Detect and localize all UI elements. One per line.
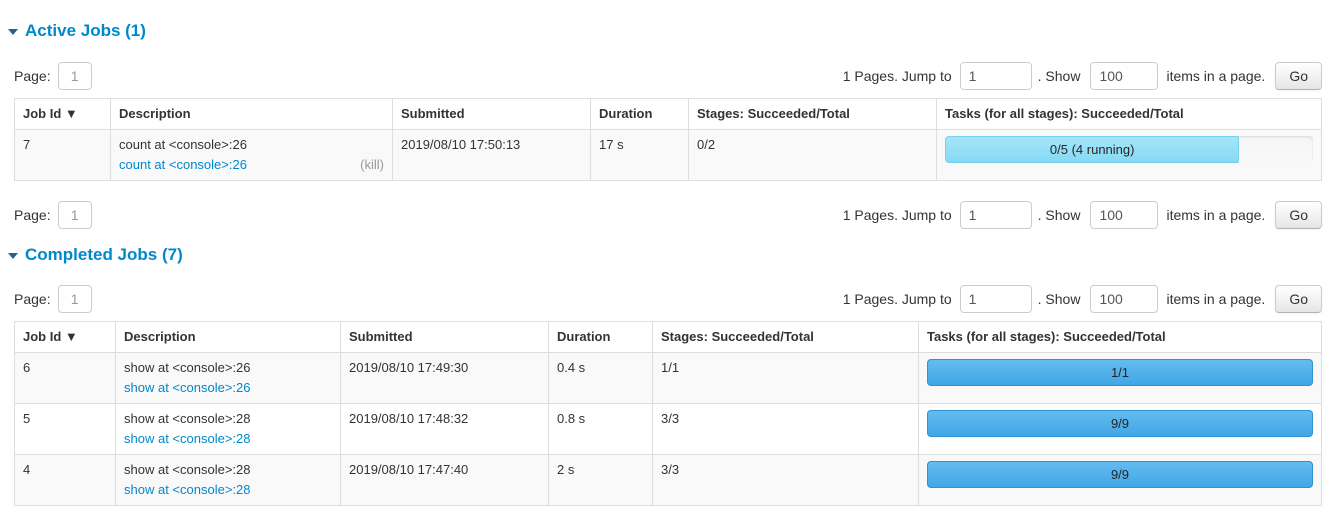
show-label: . Show (1037, 68, 1081, 84)
completed-jobs-section-header[interactable]: Completed Jobs (7) (8, 246, 1322, 264)
current-page-input[interactable] (57, 201, 92, 229)
job-description-link[interactable]: show at <console>:26 (124, 380, 251, 395)
job-description-text: show at <console>:28 (124, 462, 251, 477)
items-suffix-label: items in a page. (1166, 291, 1266, 307)
go-button[interactable]: Go (1275, 62, 1322, 90)
job-id-cell: 5 (23, 411, 31, 426)
job-description-link[interactable]: show at <console>:28 (124, 482, 251, 497)
job-row: 6 show at <console>:26 show at <console>… (14, 352, 1322, 404)
page-label: Page: (14, 207, 51, 223)
job-description-cell: show at <console>:28 show at <console>:2… (115, 403, 341, 455)
current-page-input[interactable] (57, 285, 92, 313)
items-per-page-input[interactable] (1090, 285, 1159, 313)
column-header-description[interactable]: Description (115, 321, 341, 353)
column-header-duration[interactable]: Duration (590, 98, 689, 130)
job-description-cell: show at <console>:28 show at <console>:2… (115, 454, 341, 506)
column-header-job-id[interactable]: Job Id ▼ (14, 98, 111, 130)
table-header-row: Job Id ▼ Description Submitted Duration … (14, 98, 1322, 130)
tasks-progress-bar: 1/1 (927, 359, 1313, 386)
tasks-progress-bar: 9/9 (927, 461, 1313, 488)
completed-jobs-table: Job Id ▼ Description Submitted Duration … (14, 321, 1322, 506)
column-header-submitted[interactable]: Submitted (340, 321, 549, 353)
pages-jump-label: 1 Pages. Jump to (842, 68, 952, 84)
tasks-progress-bar: 9/9 (927, 410, 1313, 437)
column-header-submitted[interactable]: Submitted (392, 98, 591, 130)
job-id-cell: 6 (23, 360, 31, 375)
job-description-cell: count at <console>:26 count at <console>… (110, 129, 393, 181)
go-button[interactable]: Go (1275, 201, 1322, 229)
column-header-stages[interactable]: Stages: Succeeded/Total (652, 321, 919, 353)
job-stages-cell: 3/3 (652, 403, 919, 455)
items-per-page-input[interactable] (1090, 201, 1159, 229)
job-row: 7 count at <console>:26 count at <consol… (14, 129, 1322, 181)
jump-to-page-input[interactable] (959, 62, 1032, 90)
job-row: 4 show at <console>:28 show at <console>… (14, 454, 1322, 506)
page-label: Page: (14, 68, 51, 84)
column-header-duration[interactable]: Duration (548, 321, 653, 353)
job-tasks-cell: 9/9 (918, 454, 1322, 506)
pagination-bar: Page: 1 Pages. Jump to . Show items in a… (14, 285, 1322, 313)
job-duration-cell: 0.8 s (548, 403, 653, 455)
collapse-arrow-icon (8, 253, 18, 259)
job-description-link[interactable]: show at <console>:28 (124, 431, 251, 446)
pages-jump-label: 1 Pages. Jump to (842, 291, 952, 307)
column-header-stages[interactable]: Stages: Succeeded/Total (688, 98, 937, 130)
tasks-progress-fill: 9/9 (927, 461, 1313, 488)
job-id-cell: 7 (23, 137, 31, 152)
jump-to-page-input[interactable] (959, 285, 1032, 313)
page-label: Page: (14, 291, 51, 307)
show-label: . Show (1037, 291, 1081, 307)
job-description-text: count at <console>:26 (119, 137, 247, 152)
job-tasks-cell: 9/9 (918, 403, 1322, 455)
column-header-tasks[interactable]: Tasks (for all stages): Succeeded/Total (936, 98, 1322, 130)
tasks-progress-fill: 0/5 (4 running) (945, 136, 1240, 163)
completed-jobs-title: Completed Jobs (7) (25, 245, 183, 264)
job-description-cell: show at <console>:26 show at <console>:2… (115, 352, 341, 404)
pages-jump-label: 1 Pages. Jump to (842, 207, 952, 223)
job-description-text: show at <console>:26 (124, 360, 251, 375)
collapse-arrow-icon (8, 29, 18, 35)
tasks-progress-label: 9/9 (1110, 466, 1130, 482)
items-suffix-label: items in a page. (1166, 68, 1266, 84)
pagination-bar: Page: 1 Pages. Jump to . Show items in a… (14, 201, 1322, 229)
pagination-bar: Page: 1 Pages. Jump to . Show items in a… (14, 62, 1322, 90)
job-stages-cell: 3/3 (652, 454, 919, 506)
job-duration-cell: 17 s (590, 129, 689, 181)
current-page-input[interactable] (57, 62, 92, 90)
show-label: . Show (1037, 207, 1081, 223)
job-description-link[interactable]: count at <console>:26 (119, 157, 247, 172)
active-jobs-table: Job Id ▼ Description Submitted Duration … (14, 98, 1322, 181)
tasks-progress-fill: 9/9 (927, 410, 1313, 437)
active-jobs-title: Active Jobs (1) (25, 21, 146, 40)
active-jobs-section-header[interactable]: Active Jobs (1) (8, 22, 1322, 40)
jump-to-page-input[interactable] (959, 201, 1032, 229)
job-description-text: show at <console>:28 (124, 411, 251, 426)
job-stages-cell: 1/1 (652, 352, 919, 404)
job-submitted-cell: 2019/08/10 17:49:30 (340, 352, 549, 404)
job-submitted-cell: 2019/08/10 17:50:13 (392, 129, 591, 181)
items-suffix-label: items in a page. (1166, 207, 1266, 223)
job-row: 5 show at <console>:28 show at <console>… (14, 403, 1322, 455)
tasks-progress-label: 0/5 (4 running) (1049, 141, 1135, 157)
job-submitted-cell: 2019/08/10 17:48:32 (340, 403, 549, 455)
tasks-progress-bar: 0/5 (4 running) (945, 136, 1313, 163)
tasks-progress-label: 9/9 (1110, 415, 1130, 431)
go-button[interactable]: Go (1275, 285, 1322, 313)
column-header-description[interactable]: Description (110, 98, 393, 130)
job-submitted-cell: 2019/08/10 17:47:40 (340, 454, 549, 506)
table-header-row: Job Id ▼ Description Submitted Duration … (14, 321, 1322, 353)
job-duration-cell: 2 s (548, 454, 653, 506)
job-tasks-cell: 1/1 (918, 352, 1322, 404)
tasks-progress-fill: 1/1 (927, 359, 1313, 386)
kill-job-link[interactable]: (kill) (360, 157, 384, 172)
job-id-cell: 4 (23, 462, 31, 477)
tasks-progress-label: 1/1 (1110, 364, 1130, 380)
column-header-tasks[interactable]: Tasks (for all stages): Succeeded/Total (918, 321, 1322, 353)
job-stages-cell: 0/2 (688, 129, 937, 181)
job-duration-cell: 0.4 s (548, 352, 653, 404)
column-header-job-id[interactable]: Job Id ▼ (14, 321, 116, 353)
job-tasks-cell: 0/5 (4 running) (936, 129, 1322, 181)
items-per-page-input[interactable] (1090, 62, 1159, 90)
